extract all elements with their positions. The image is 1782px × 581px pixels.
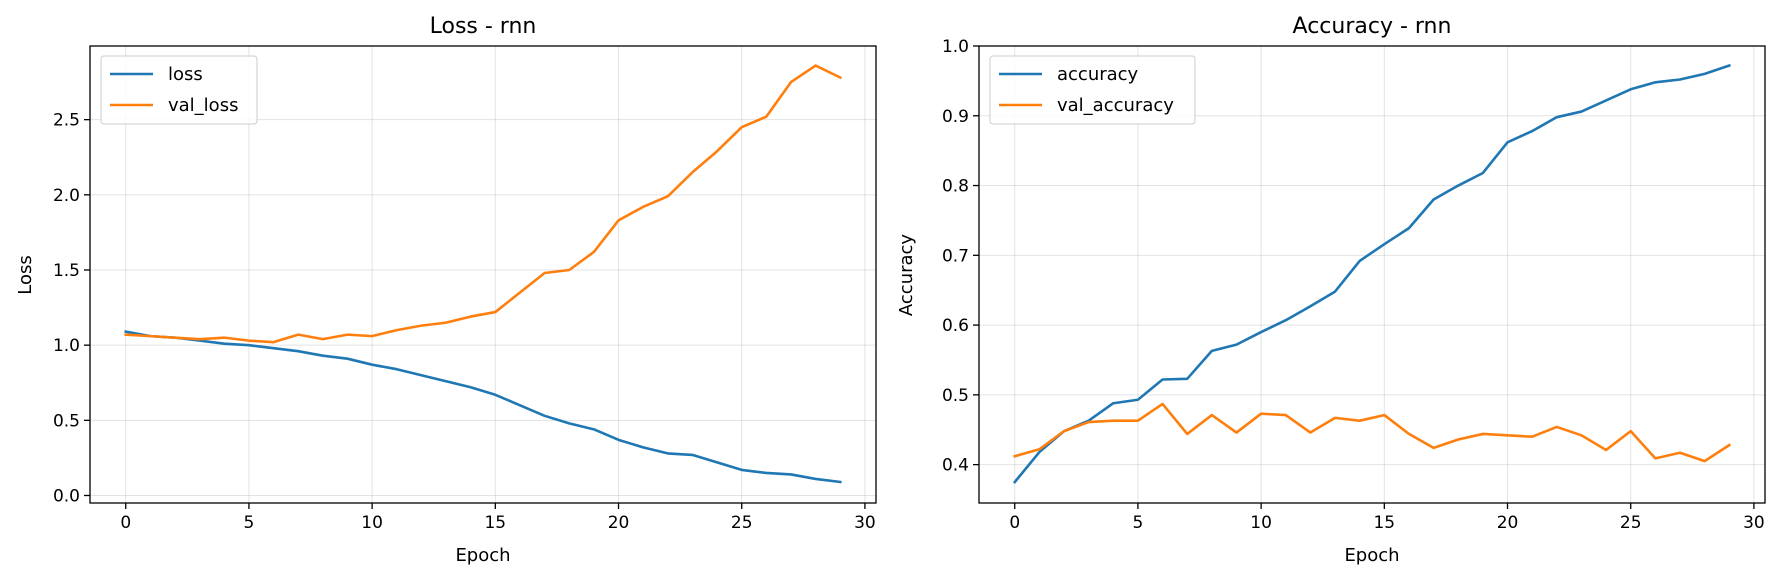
loss-y-tick-label: 2.0: [53, 186, 80, 206]
series-line-loss: [124, 330, 842, 484]
accuracy-legend-label-val-accuracy: val_accuracy: [1057, 95, 1174, 116]
loss-x-tick-label: 0: [120, 513, 131, 533]
loss-x-tick-label: 20: [608, 513, 630, 533]
loss-legend-label-loss: loss: [168, 64, 203, 85]
loss-ticks: 0 5 10 15 20 25 30 0.0 0.5 1.0 1.5 2.0 2.5: [53, 111, 876, 533]
accuracy-legend-label-accuracy: accuracy: [1057, 64, 1139, 85]
loss-axes-frame: [89, 45, 877, 504]
accuracy-y-tick-label: 0.7: [942, 246, 969, 266]
loss-legend: loss val_loss: [100, 55, 258, 125]
loss-y-tick-label: 1.5: [53, 261, 80, 281]
series-line-accuracy: [1012, 63, 1731, 484]
loss-y-tick-label: 2.5: [53, 111, 80, 131]
loss-x-tick-label: 10: [361, 513, 383, 533]
loss-x-tick-label: 25: [731, 513, 753, 533]
accuracy-chart-title: Accuracy - rnn: [1293, 14, 1452, 39]
loss-y-tick-label: 0.0: [53, 486, 80, 506]
loss-series-layer: [124, 64, 843, 484]
accuracy-x-tick-label: 30: [1743, 513, 1765, 533]
accuracy-y-axis-label: Accuracy: [896, 234, 917, 317]
accuracy-x-tick-label: 25: [1620, 513, 1642, 533]
accuracy-y-tick-label: 0.5: [942, 386, 969, 406]
loss-y-axis-label: Loss: [15, 255, 36, 294]
accuracy-x-tick-label: 0: [1009, 513, 1020, 533]
accuracy-x-tick-label: 5: [1133, 513, 1144, 533]
series-line-val-loss: [124, 64, 843, 344]
accuracy-y-tick-label: 0.6: [942, 316, 969, 336]
accuracy-x-axis-label: Epoch: [1344, 545, 1399, 566]
accuracy-y-tick-label: 0.8: [942, 177, 969, 197]
loss-grid: [90, 46, 876, 503]
loss-x-tick-label: 15: [484, 513, 506, 533]
accuracy-x-tick-label: 20: [1497, 513, 1519, 533]
accuracy-x-tick-label: 15: [1373, 513, 1395, 533]
loss-x-axis-label: Epoch: [455, 545, 510, 566]
loss-x-tick-label: 30: [854, 513, 876, 533]
accuracy-legend: accuracy val_accuracy: [989, 55, 1196, 125]
loss-legend-label-val-loss: val_loss: [168, 95, 238, 116]
accuracy-y-tick-label: 0.4: [942, 456, 969, 476]
accuracy-axes-frame: [978, 45, 1766, 504]
loss-x-tick-label: 5: [244, 513, 255, 533]
loss-chart-title: Loss - rnn: [430, 14, 537, 39]
accuracy-chart: 0 5 10 15 20 25 30 0.4 0.5 0.6 0.7 0.8 0.9 1.0 Accura…: [896, 14, 1766, 566]
accuracy-series-layer: [1012, 63, 1732, 484]
series-line-val-accuracy: [1013, 402, 1732, 463]
loss-y-tick-label: 0.5: [53, 411, 80, 431]
loss-y-tick-label: 1.0: [53, 336, 80, 356]
loss-chart: 0 5 10 15 20 25 30 0.0 0.5 1.0 1.5 2.0 2.5 Loss - rn…: [15, 14, 877, 566]
accuracy-y-tick-label: 0.9: [942, 107, 969, 127]
accuracy-x-tick-label: 10: [1250, 513, 1272, 533]
accuracy-y-tick-label: 1.0: [942, 37, 969, 57]
accuracy-ticks: 0 5 10 15 20 25 30 0.4 0.5 0.6 0.7 0.8 0.9 1.0: [942, 37, 1765, 533]
